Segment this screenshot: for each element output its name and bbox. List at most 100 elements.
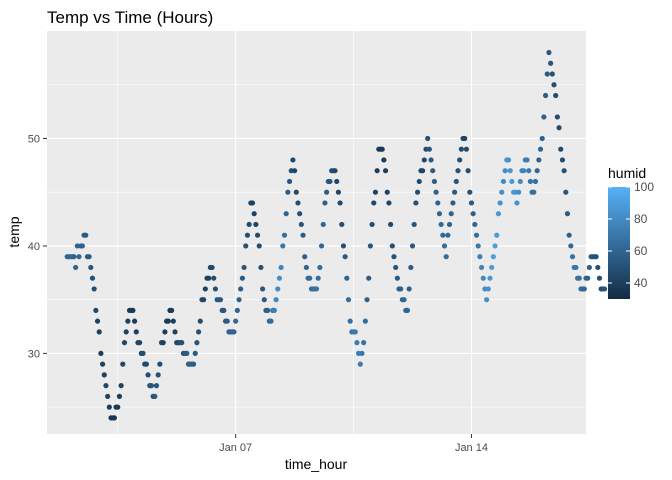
data-point [258,264,264,271]
color-legend: humid 40 60 80 100 [608,165,654,299]
data-point [382,168,389,174]
data-point [179,340,185,346]
data-point [393,264,399,271]
data-point [298,221,304,228]
data-point [472,221,478,228]
data-point [153,383,160,389]
data-point [339,221,345,228]
data-point [413,200,419,206]
data-point [435,200,441,206]
data-point [295,200,301,206]
data-point [425,135,431,142]
data-point [324,189,330,195]
data-point [495,211,502,217]
data-point [467,189,473,195]
data-point [234,307,240,314]
data-point [431,178,438,185]
data-point [268,318,274,324]
data-point [118,383,124,389]
data-point [130,307,136,314]
data-point [202,286,208,292]
data-point [101,372,107,378]
data-point [212,286,219,292]
data-point [337,200,343,206]
data-point [573,264,579,271]
chart-title: Temp vs Time (Hours) [47,8,213,27]
data-point [411,221,417,228]
data-point [453,178,459,185]
data-point [275,286,281,292]
data-point [140,350,146,356]
data-point [551,82,557,88]
data-point [283,211,289,217]
data-point [133,329,139,335]
data-point [585,275,591,281]
data-point [416,178,422,185]
data-point [357,361,363,367]
data-point [524,157,530,163]
data-point [438,221,444,228]
data-point [490,254,496,260]
data-point [265,307,271,314]
data-point [157,361,163,367]
data-point [484,297,490,303]
data-point [347,318,353,324]
data-point [492,243,498,249]
data-point [217,297,224,303]
data-point [344,275,350,281]
data-point [568,243,574,249]
data-point [292,168,298,174]
data-point [99,361,106,367]
data-point [335,189,341,195]
data-point [361,340,367,346]
data-point [318,243,325,249]
data-point [243,243,249,249]
data-point [526,168,532,174]
data-point [362,318,368,324]
data-point [155,372,161,378]
data-point [96,329,102,335]
data-point [542,92,549,99]
data-point [502,168,508,174]
data-point [315,275,321,281]
data-point [586,264,592,271]
data-point [88,264,94,271]
data-point [125,318,131,324]
data-points [64,49,608,421]
data-point [455,168,461,174]
data-point [280,243,286,249]
data-point [541,114,547,120]
data-point [260,286,266,292]
data-point [89,275,96,281]
data-point [278,264,284,271]
plot-panel [47,31,586,434]
data-point [601,286,608,292]
y-axis-label: temp [6,216,22,247]
data-point [532,178,539,185]
data-point [152,393,158,399]
data-point [534,168,540,174]
data-point [389,243,395,249]
data-point [137,340,143,346]
data-point [537,146,544,152]
data-point [221,307,227,314]
data-point [369,221,375,228]
data-point [505,157,512,163]
y-axis-ticks: 30 40 50 [28,133,47,360]
data-point [195,329,202,335]
data-point [475,243,481,249]
data-point [478,264,485,271]
data-point [273,297,279,303]
data-point [121,340,128,346]
data-point [561,168,567,174]
data-point [334,178,340,185]
data-point [409,243,416,249]
data-point [116,393,123,399]
data-point [302,254,308,260]
legend-title: humid [608,165,646,181]
data-point [556,125,562,131]
data-point [307,275,313,281]
data-point [246,221,252,228]
data-point [254,232,261,238]
x-axis-label: time_hour [285,456,348,472]
